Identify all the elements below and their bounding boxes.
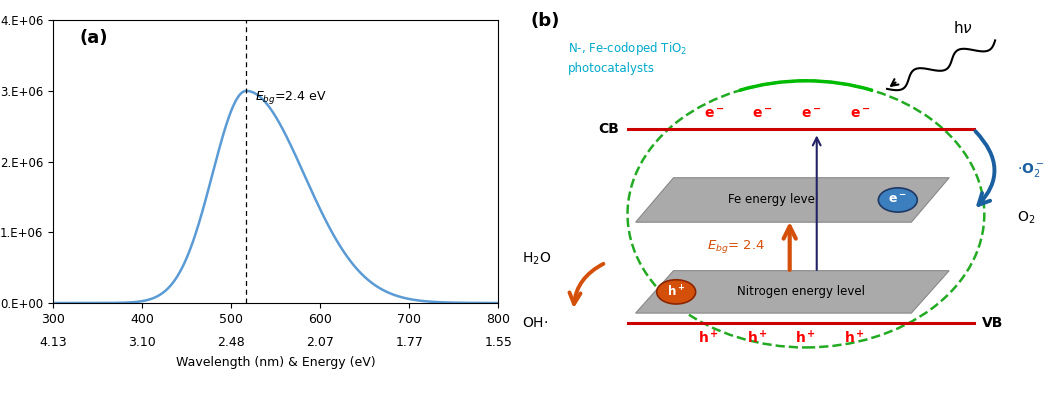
Text: $\mathbf{h^+}$: $\mathbf{h^+}$ (746, 329, 767, 347)
Text: 2.07: 2.07 (306, 337, 334, 349)
Text: 1.55: 1.55 (484, 337, 512, 349)
Text: $\mathbf{e^-}$: $\mathbf{e^-}$ (753, 107, 773, 121)
Text: h$\nu$: h$\nu$ (953, 20, 973, 36)
Text: H$_2$O: H$_2$O (523, 250, 551, 267)
Text: $\mathbf{h^+}$: $\mathbf{h^+}$ (844, 329, 865, 347)
Text: CB: CB (599, 122, 619, 136)
Text: $\mathbf{e^-}$: $\mathbf{e^-}$ (704, 107, 724, 121)
Text: $\cdot$O$_2^-$: $\cdot$O$_2^-$ (1017, 161, 1044, 179)
Text: 2.48: 2.48 (217, 337, 245, 349)
Text: VB: VB (982, 316, 1003, 330)
Text: $\mathit{E}_{bg}$= 2.4: $\mathit{E}_{bg}$= 2.4 (707, 238, 764, 255)
Ellipse shape (879, 188, 917, 212)
Text: O$_2$: O$_2$ (1017, 210, 1035, 226)
Polygon shape (636, 271, 949, 313)
Text: $\mathbf{h^+}$: $\mathbf{h^+}$ (795, 329, 816, 347)
Text: OH$\cdot$: OH$\cdot$ (523, 316, 548, 330)
Polygon shape (636, 178, 949, 222)
Text: $\mathbf{h^+}$: $\mathbf{h^+}$ (667, 284, 685, 299)
Text: $\mathbf{e^-}$: $\mathbf{e^-}$ (801, 107, 822, 121)
Text: Fe energy level: Fe energy level (728, 194, 818, 206)
Text: $\mathit{E}_{bg}$=2.4 eV: $\mathit{E}_{bg}$=2.4 eV (255, 89, 326, 106)
Text: (b): (b) (530, 12, 560, 30)
Text: 1.77: 1.77 (395, 337, 423, 349)
Text: $\mathbf{e^-}$: $\mathbf{e^-}$ (850, 107, 870, 121)
Text: $\mathbf{h^+}$: $\mathbf{h^+}$ (699, 329, 719, 347)
X-axis label: Wavelength (nm) & Energy (eV): Wavelength (nm) & Energy (eV) (176, 356, 375, 369)
Text: Nitrogen energy level: Nitrogen energy level (737, 285, 865, 299)
Text: N-, Fe-codoped TiO$_2$
photocatalysts: N-, Fe-codoped TiO$_2$ photocatalysts (568, 40, 687, 76)
Text: 4.13: 4.13 (39, 337, 67, 349)
Text: $\mathbf{e^-}$: $\mathbf{e^-}$ (888, 194, 907, 206)
Ellipse shape (657, 280, 695, 304)
Text: 3.10: 3.10 (128, 337, 156, 349)
Text: (a): (a) (80, 29, 108, 47)
